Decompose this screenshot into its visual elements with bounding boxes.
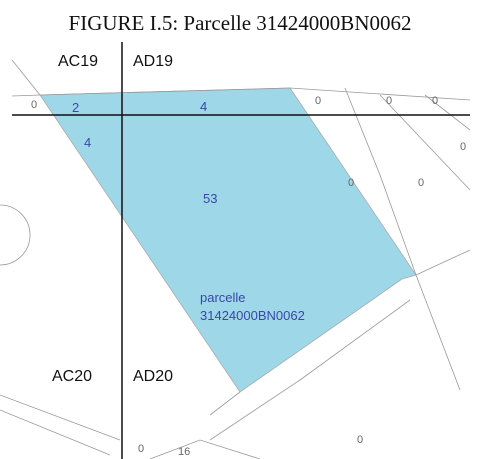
- parcel-number: 0: [418, 177, 424, 189]
- boundary: [0, 394, 121, 456]
- parcel: [39, 87, 417, 393]
- boundary: [0, 204, 31, 266]
- boundary: [11, 59, 41, 96]
- section-label: AC20: [52, 368, 92, 385]
- boundary: [424, 94, 471, 131]
- parcel-label: 53: [203, 191, 217, 206]
- parcel-number: 0: [348, 177, 354, 189]
- section-label: AD19: [133, 53, 173, 70]
- parcel-number: 16: [178, 446, 190, 458]
- parcel-label: 4: [84, 135, 91, 150]
- boundary: [344, 87, 461, 391]
- parcel-number: 0: [31, 99, 37, 111]
- section-label: AD20: [133, 368, 173, 385]
- boundary: [11, 87, 471, 101]
- parcel-label: 2: [72, 100, 79, 115]
- boundary: [149, 439, 261, 459]
- boundary: [209, 299, 411, 441]
- boundary: [379, 94, 471, 191]
- cadastre-lines: [0, 59, 471, 459]
- parcel-label: parcelle: [200, 290, 246, 305]
- parcel-label: 31424000BN0062: [200, 308, 305, 323]
- parcel-number: 0: [315, 95, 321, 107]
- caption: FIGURE I.5: Parcelle 31424000BN0062: [69, 11, 412, 35]
- parcel-number: 0: [460, 141, 466, 153]
- parcel-number: 0: [386, 95, 392, 107]
- parcel-number: 0: [357, 434, 363, 446]
- boundary: [415, 249, 471, 276]
- section-label: AC19: [58, 53, 98, 70]
- parcel-label: 4: [200, 99, 207, 114]
- parcel-number: 0: [138, 443, 144, 455]
- parcel-number: 0: [432, 95, 438, 107]
